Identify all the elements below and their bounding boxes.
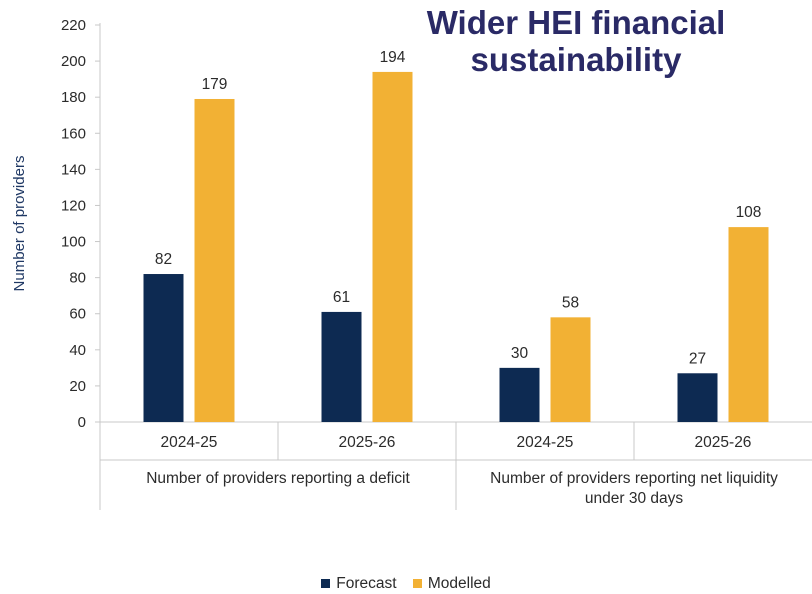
group-label-deficit: Number of providers reporting a deficit: [146, 470, 410, 487]
legend-item-modelled: Modelled: [412, 575, 491, 593]
forecast-bar: [677, 373, 718, 422]
y-tick-label: 80: [69, 270, 86, 287]
y-tick-label: 140: [61, 161, 86, 178]
modelled-bar: [728, 227, 769, 422]
group-label-liquidity: Number of providers reporting net liquid…: [490, 470, 778, 507]
y-tick-label: 100: [61, 234, 86, 251]
x-category-label: 2025-26: [339, 434, 396, 451]
modelled-bar: [550, 317, 591, 422]
forecast-data-label: 27: [689, 350, 706, 367]
legend-label-modelled: Modelled: [427, 575, 491, 592]
forecast-data-label: 61: [333, 289, 350, 306]
legend-label-forecast: Forecast: [336, 575, 397, 592]
y-tick-label: 120: [61, 197, 86, 214]
group-label-liquidity-line2: under 30 days: [585, 490, 683, 507]
x-category-label: 2024-25: [517, 434, 574, 451]
y-tick-label: 180: [61, 89, 86, 106]
legend: Forecast Modelled: [0, 575, 812, 593]
forecast-bar: [499, 367, 540, 422]
forecast-data-label: 82: [155, 251, 172, 268]
forecast-bar: [143, 274, 184, 422]
y-tick-label: 40: [69, 342, 86, 359]
modelled-data-label: 108: [736, 204, 762, 221]
modelled-bar: [194, 98, 235, 423]
x-category-label: 2024-25: [161, 434, 218, 451]
y-tick-label: 60: [69, 306, 86, 323]
modelled-data-label: 58: [562, 294, 579, 311]
modelled-data-label: 194: [380, 49, 406, 66]
y-axis-title: Number of providers: [11, 156, 28, 292]
y-tick-label: 160: [61, 125, 86, 142]
y-tick-label: 200: [61, 53, 86, 70]
modelled-data-label: 179: [202, 76, 228, 93]
forecast-data-label: 30: [511, 345, 529, 362]
y-tick-label: 220: [61, 17, 86, 34]
x-category-label: 2025-26: [695, 434, 752, 451]
y-tick-label: 0: [78, 414, 86, 431]
group-label-liquidity-line1: Number of providers reporting net liquid…: [490, 470, 778, 487]
y-tick-label: 20: [69, 378, 86, 395]
chart-title: Wider HEI financial sustainability: [426, 4, 726, 78]
modelled-bar: [372, 71, 413, 422]
legend-item-forecast: Forecast: [321, 575, 397, 593]
forecast-bar: [321, 311, 362, 422]
legend-swatch-modelled: [412, 579, 422, 588]
legend-swatch-forecast: [321, 579, 331, 588]
